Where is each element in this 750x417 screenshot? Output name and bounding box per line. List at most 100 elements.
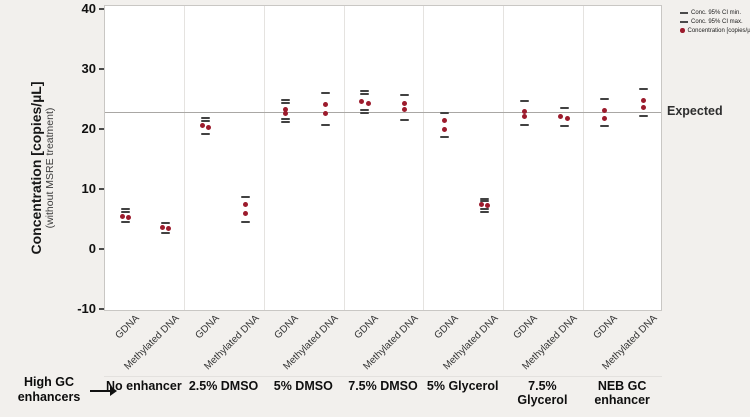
y-tick-label: 0: [88, 241, 96, 256]
data-point-marker: [601, 116, 607, 122]
ci-dash: [519, 123, 529, 126]
ci-dash: [360, 111, 370, 114]
x-category-label: GDNA: [113, 313, 142, 342]
data-point-marker: [402, 107, 408, 113]
panel-title: NEB GC enhancer: [594, 379, 650, 407]
concentration-dot-icon: [680, 28, 685, 33]
panel-divider: [423, 6, 425, 310]
x-category-label: GDNA: [591, 313, 620, 342]
ci-dash: [479, 210, 489, 213]
panel-title: 5% DMSO: [273, 379, 333, 393]
y-axis-title-sub: (without MSRE treatment): [44, 107, 56, 229]
ci-dash: [280, 118, 290, 121]
ci-dash: [280, 102, 290, 104]
panel-title-separator: [104, 376, 662, 377]
ci-dash: [479, 208, 489, 211]
data-point-marker: [521, 108, 527, 114]
data-point-marker: [564, 115, 570, 121]
ci-dash: [639, 115, 649, 118]
panel-divider: [343, 6, 345, 310]
panel-title: 5% Glycerol: [426, 379, 499, 393]
ci-dash: [639, 87, 649, 90]
data-point-marker: [402, 101, 408, 107]
y-tick-label: 30: [81, 61, 96, 76]
ci-dash: [440, 112, 450, 115]
x-category-label: GDNA: [272, 313, 301, 342]
data-point-marker: [359, 99, 365, 105]
legend-row: Conc. 95% CI max.: [680, 17, 750, 26]
data-point-marker: [442, 126, 448, 132]
y-tick-mark: [99, 128, 104, 130]
legend: Conc. 95% CI min. Conc. 95% CI max. Concen…: [680, 8, 750, 35]
high-gc-line2: enhancers: [17, 390, 81, 404]
panel-divider: [582, 6, 584, 310]
y-tick-mark: [99, 188, 104, 190]
x-category-label: GDNA: [193, 313, 222, 342]
data-point-marker: [478, 201, 484, 207]
panel-divider: [184, 6, 186, 310]
ci-dash: [479, 200, 489, 203]
ci-dash-icon: [680, 20, 688, 23]
ci-dash: [400, 94, 410, 97]
data-point-marker: [322, 102, 328, 108]
ci-dash: [599, 125, 609, 128]
ci-dash: [121, 221, 131, 224]
ci-dash: [240, 221, 250, 224]
data-point-marker: [242, 201, 248, 207]
ci-dash: [559, 107, 569, 110]
data-point-marker: [485, 203, 491, 209]
ci-dash: [200, 117, 210, 119]
expected-line-label: Expected: [667, 104, 723, 118]
data-point-marker: [322, 111, 328, 117]
y-axis-title-main: Concentration [copies/µL]: [28, 81, 44, 255]
ci-dash: [121, 210, 131, 213]
panel-divider: [503, 6, 505, 310]
y-axis-title: Concentration [copies/µL] (without MSRE …: [28, 82, 56, 255]
high-gc-enhancers-label: High GC enhancers: [8, 375, 90, 405]
ci-dash: [479, 198, 489, 200]
legend-label: Conc. 95% CI max.: [691, 18, 743, 25]
legend-row: Conc. 95% CI min.: [680, 8, 750, 17]
y-tick-label: -10: [77, 301, 96, 316]
legend-row: Concentration [copies/µL]: [680, 26, 750, 35]
x-category-label: GDNA: [432, 313, 461, 342]
ci-dash: [360, 90, 370, 92]
data-point-marker: [641, 97, 647, 103]
high-gc-line1: High GC: [24, 375, 74, 389]
ci-dash: [320, 91, 330, 94]
y-tick-mark: [99, 8, 104, 10]
expected-reference-line: [105, 112, 661, 113]
ci-dash-icon: [680, 11, 688, 14]
right-arrow-icon: [90, 390, 111, 392]
ci-dash: [200, 133, 210, 136]
data-point-marker: [199, 123, 205, 129]
ci-dash: [519, 100, 529, 103]
panel-title: 2.5% DMSO: [188, 379, 259, 393]
legend-label: Conc. 95% CI min.: [691, 9, 742, 16]
ci-dash: [360, 93, 370, 95]
data-point-marker: [126, 215, 132, 221]
ci-dash: [559, 125, 569, 128]
y-tick-mark: [99, 308, 104, 310]
y-tick-label: 40: [81, 1, 96, 16]
panel-title: 7.5% DMSO: [348, 379, 418, 393]
ci-dash: [161, 222, 171, 224]
data-point-marker: [641, 104, 647, 110]
data-point-marker: [120, 213, 126, 219]
data-point-marker: [159, 224, 165, 230]
ci-dash: [121, 208, 131, 211]
y-tick-mark: [99, 68, 104, 70]
data-point-marker: [242, 210, 248, 216]
x-category-label: GDNA: [511, 313, 541, 342]
ci-dash: [440, 135, 450, 138]
data-point-marker: [206, 124, 212, 130]
x-category-label: GDNA: [352, 313, 381, 342]
ci-dash: [360, 109, 370, 112]
right-arrow-icon-head: [110, 386, 117, 396]
ci-dash: [240, 196, 250, 199]
data-point-marker: [601, 107, 607, 113]
ci-dash: [400, 119, 410, 122]
panel-title: 7.5% Glycerol: [517, 379, 568, 407]
ci-dash: [320, 124, 330, 127]
